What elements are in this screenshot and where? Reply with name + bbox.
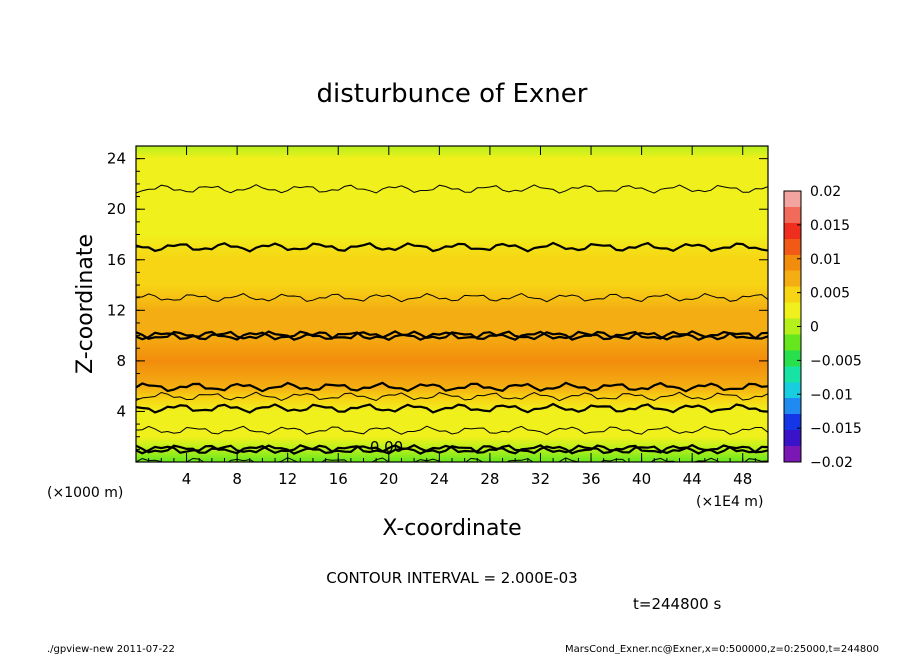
colorbar-tick-label: −0.02 [810,455,853,471]
y-axis-label: Z-coordinate [73,234,98,374]
y-tick-label: 8 [116,352,126,370]
x-tick-label: 32 [531,470,550,488]
contour-line [136,330,768,342]
x-tick-label: 16 [329,470,348,488]
x-tick-label: 4 [182,470,192,488]
colorbar-tick-label: −0.005 [810,353,862,369]
x-tick-label: 12 [278,470,297,488]
x-tick-label: 44 [683,470,702,488]
colorbar-tick-label: 0.015 [810,218,850,234]
colorbar-tick-label: −0.01 [810,387,853,403]
time-text: t=244800 s [633,595,721,613]
footer-right: MarsCond_Exner.nc@Exner,x=0:500000,z=0:2… [565,644,879,654]
contour-line [136,457,768,462]
contour-line [136,444,768,455]
x-tick-label: 24 [430,470,449,488]
x-tick-label: 48 [733,470,752,488]
y-tick-label: 20 [107,200,126,218]
x-tick-label: 20 [379,470,398,488]
x-unit-right: (×1E4 m) [696,494,763,510]
contour-line [136,292,768,303]
contour-interval-text: CONTOUR INTERVAL = 2.000E-03 [326,569,577,587]
y-tick-label: 4 [116,402,126,420]
x-unit-left: (×1000 m) [47,485,123,501]
colorbar-tick-label: 0.01 [810,252,841,268]
colorbar-tick-label: −0.015 [810,421,862,437]
colorbar-tick-label: 0 [810,320,819,336]
contour-line [136,402,768,414]
contour-lines [136,184,768,462]
x-axis-ticks: 4 8 12 16 20 24 28 32 36 40 44 48 [148,146,756,488]
contour-line [136,184,768,194]
y-tick-label: 24 [107,150,126,168]
y-tick-label: 12 [107,301,126,319]
y-axis-ticks: 4 8 12 16 20 24 [107,150,768,450]
chart-title: disturbunce of Exner [317,79,588,109]
x-tick-label: 8 [232,470,242,488]
x-tick-label: 28 [480,470,499,488]
contour-line [136,425,768,436]
contour-zero-label: 0.00 [370,438,403,456]
x-tick-label: 36 [581,470,600,488]
colorbar-tick-label: 0.02 [810,184,841,200]
footer-left: ./gpview-new 2011-07-22 [47,644,175,654]
x-tick-label: 40 [632,470,651,488]
contour-line [136,391,768,402]
contour-line [136,241,768,253]
contour-line [136,381,768,393]
y-tick-label: 16 [107,251,126,269]
heatmap-field [136,146,768,462]
colorbar-tick-label: 0.005 [810,286,850,302]
x-axis-label: X-coordinate [382,516,521,541]
colorbar-ticks: 0.02 0.015 0.01 0.005 0 −0.005 −0.01 −0.015 −0.0… [797,184,862,471]
